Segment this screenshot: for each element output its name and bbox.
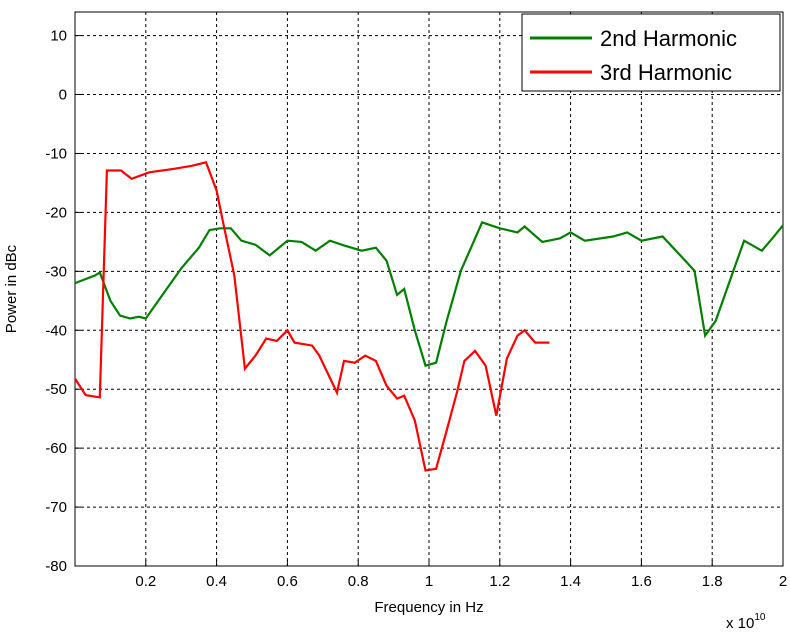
x-tick-label: 1.6: [631, 573, 652, 590]
x-tick-label: 1.8: [702, 573, 723, 590]
x-multiplier: x 1010: [726, 612, 766, 632]
x-tick-label: 0.2: [135, 573, 156, 590]
y-tick-label: -10: [45, 145, 67, 162]
y-tick-label: -50: [45, 381, 67, 398]
y-tick-label: -20: [45, 204, 67, 221]
y-tick-label: -30: [45, 263, 67, 280]
x-multiplier-exponent: 10: [754, 612, 766, 623]
x-multiplier-base: x 10: [726, 615, 754, 632]
x-tick-label: 0.4: [206, 573, 227, 590]
y-tick-label: 10: [50, 28, 67, 45]
y-tick-label: -40: [45, 322, 67, 339]
y-tick-label: -70: [45, 499, 67, 516]
x-axis-label: Frequency in Hz: [374, 599, 483, 616]
y-axis-label: Power in dBc: [3, 244, 20, 333]
x-tick-label: 1.4: [560, 573, 581, 590]
y-tick-label: -60: [45, 440, 67, 457]
plot-frame: [74, 11, 784, 567]
legend-box: [521, 13, 781, 92]
y-tick-label: 0: [59, 87, 67, 104]
y-tick-label: -80: [45, 558, 67, 575]
x-tick-label: 2: [779, 573, 787, 590]
x-tick-label: 0.6: [277, 573, 298, 590]
x-tick-label: 0.8: [348, 573, 369, 590]
legend: 2nd Harmonic 3rd Harmonic: [521, 13, 781, 92]
series-line: [74, 160, 550, 472]
legend-label: 2nd Harmonic: [600, 26, 737, 51]
x-tick-label: 1: [425, 573, 433, 590]
x-tick-label: 1.2: [489, 573, 510, 590]
legend-label: 3rd Harmonic: [600, 60, 732, 85]
series-line: [74, 221, 784, 367]
